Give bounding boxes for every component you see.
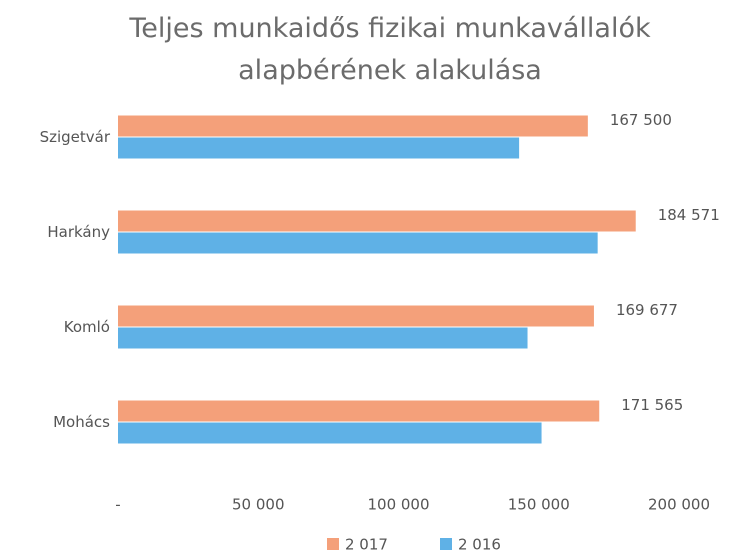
bar (118, 210, 636, 232)
x-tick-label: 100 000 (367, 496, 429, 514)
legend-label: 2 017 (345, 536, 388, 554)
bar (118, 305, 594, 327)
y-tick-label: Harkány (47, 223, 110, 241)
bar (118, 232, 598, 254)
legend-swatch (327, 538, 339, 550)
data-label: 167 500 (610, 111, 672, 129)
y-tick-label: Komló (64, 318, 110, 336)
x-tick-label: 200 000 (648, 496, 710, 514)
bar (118, 327, 528, 349)
legend-swatch (440, 538, 452, 550)
x-tick-label: 50 000 (232, 496, 285, 514)
bar (118, 137, 520, 159)
bar (118, 422, 542, 444)
y-tick-label: Mohács (53, 413, 110, 431)
x-tick-label: 150 000 (508, 496, 570, 514)
data-label: 184 571 (658, 206, 720, 224)
data-label: 169 677 (616, 301, 678, 319)
x-tick-label: - (115, 496, 120, 514)
bar (118, 400, 600, 422)
data-label: 171 565 (621, 396, 683, 414)
legend-label: 2 016 (458, 536, 501, 554)
bar (118, 115, 588, 137)
y-tick-label: Szigetvár (40, 128, 111, 146)
chart-title: Teljes munkaidős fizikai munkavállalók a… (129, 13, 651, 86)
